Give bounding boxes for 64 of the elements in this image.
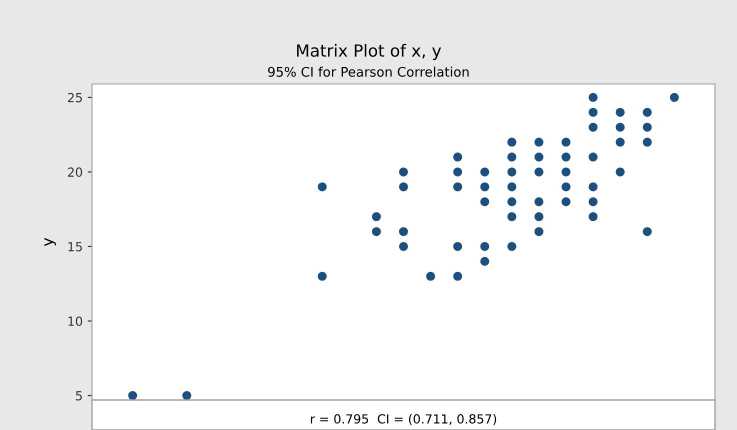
y-tick-label: 20 [68,167,82,177]
point [616,167,625,176]
point [507,212,516,222]
point [562,182,571,192]
point [670,92,679,102]
point [318,182,327,192]
point [372,212,381,222]
point [534,212,544,222]
point [588,92,598,102]
y-tick-label: 25 [68,92,82,102]
chart-title: Matrix Plot of x, y [297,44,442,60]
point [480,197,490,206]
point [507,197,516,206]
point [507,167,516,176]
point [399,167,408,176]
point [453,152,462,162]
point [453,167,462,176]
point [534,227,544,236]
point [562,167,571,176]
point [642,138,652,147]
point [588,197,598,206]
point [562,152,571,162]
point [642,122,652,132]
point [372,227,381,236]
point [534,197,544,206]
point [642,227,652,236]
point [399,182,408,192]
text: r = 0.795 CI = (0.711, 0.857) [310,414,496,426]
point [616,138,625,147]
point [399,242,408,251]
point [426,272,436,281]
point [562,197,571,206]
point [588,108,598,117]
point [480,256,490,266]
point [453,272,462,281]
chart-subtitle: 95% CI for Pearson Correlation [268,66,469,77]
point [534,167,544,176]
point [588,122,598,132]
point [507,138,516,147]
point [399,227,408,236]
point [507,182,516,192]
point [128,391,138,400]
point [480,242,490,251]
y-tick-label: 10 [68,316,82,326]
point [534,138,544,147]
point [507,242,516,251]
point [588,212,598,222]
point [616,122,625,132]
y-tick-label: 5 [76,391,82,400]
point [453,182,462,192]
point [588,152,598,162]
point [480,182,490,192]
point [453,242,462,251]
y-tick-label: 15 [68,242,82,252]
point [642,108,652,117]
point [588,182,598,192]
y-axis-title: y [44,238,56,246]
point [318,272,327,281]
point [480,167,490,176]
point [507,152,516,162]
point [562,138,571,147]
point [616,108,625,117]
point [182,391,192,400]
point [534,152,544,162]
